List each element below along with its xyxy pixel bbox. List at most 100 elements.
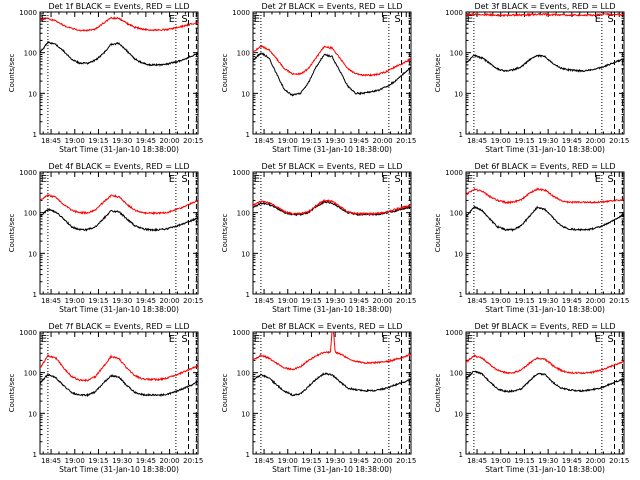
y-tick-label: 1000 xyxy=(445,329,463,337)
y-tick-label: 1 xyxy=(33,451,37,459)
plot-frame xyxy=(252,331,412,455)
series-line-lld xyxy=(253,198,411,216)
x-tick-label: 20:15 xyxy=(609,297,629,305)
x-tick-label: 19:45 xyxy=(136,457,156,465)
x-tick-label: 20:15 xyxy=(396,297,416,305)
marker-label: E xyxy=(467,14,473,25)
panel-det-8: Det 8f BLACK = Events, RED = LLD 1 10 100 10… xyxy=(221,322,416,474)
series-line-events xyxy=(466,370,624,393)
x-tick-label: 19:00 xyxy=(491,137,511,145)
marker-label: E xyxy=(467,334,473,345)
marker-label: S xyxy=(394,334,400,345)
x-axis-label: Start Time (31-Jan-10 18:38:00) xyxy=(272,145,392,154)
y-tick-label: 1000 xyxy=(232,9,250,17)
panel-title: Det 1f BLACK = Events, RED = LLD xyxy=(48,2,189,11)
x-axis-label: Start Time (31-Jan-10 18:38:00) xyxy=(485,145,605,154)
x-tick-label: 20:00 xyxy=(372,297,392,305)
panel-title: Det 7f BLACK = Events, RED = LLD xyxy=(48,322,189,331)
marker-label: S xyxy=(394,14,400,25)
y-axis-label: Counts/sec xyxy=(221,54,229,93)
y-tick-label: 10 xyxy=(454,410,463,418)
panel-title: Det 8f BLACK = Events, RED = LLD xyxy=(261,322,402,331)
x-tick-label: 19:30 xyxy=(538,297,558,305)
plot-frame xyxy=(465,11,625,135)
x-axis-label: Start Time (31-Jan-10 18:38:00) xyxy=(485,305,605,314)
panel-det-4: Det 4f BLACK = Events, RED = LLD 1 10 100 10… xyxy=(8,162,203,314)
x-axis-label: Start Time (31-Jan-10 18:38:00) xyxy=(59,145,179,154)
y-axis-label: Counts/sec xyxy=(221,374,229,413)
plot-frame xyxy=(39,331,199,455)
y-tick-label: 10 xyxy=(454,90,463,98)
x-tick-label: 19:00 xyxy=(278,137,298,145)
series-line-lld xyxy=(253,332,411,371)
x-tick-label: 20:15 xyxy=(609,457,629,465)
x-tick-label: 19:45 xyxy=(349,457,369,465)
marker-label: E xyxy=(169,174,175,185)
marker-label: E xyxy=(169,334,175,345)
y-tick-label: 100 xyxy=(237,50,250,58)
marker-label: E xyxy=(595,334,601,345)
series-line-events xyxy=(466,54,624,73)
x-tick-label: 18:45 xyxy=(467,137,487,145)
panel-det-2: Det 2f BLACK = Events, RED = LLD 1 10 100 10… xyxy=(221,2,416,154)
x-tick-label: 20:00 xyxy=(585,137,605,145)
y-tick-label: 1000 xyxy=(19,9,37,17)
y-axis-label: Counts/sec xyxy=(8,374,16,413)
y-tick-label: 1 xyxy=(33,131,37,139)
x-tick-label: 19:15 xyxy=(514,297,534,305)
y-tick-label: 10 xyxy=(241,250,250,258)
x-tick-label: 19:00 xyxy=(65,297,85,305)
x-tick-label: 19:15 xyxy=(88,457,108,465)
x-tick-label: 20:00 xyxy=(159,457,179,465)
x-tick-label: 19:30 xyxy=(325,297,345,305)
series-line-lld xyxy=(466,354,624,375)
panel-det-7: Det 7f BLACK = Events, RED = LLD 1 10 100 10… xyxy=(8,322,203,474)
x-tick-label: 18:45 xyxy=(41,297,61,305)
x-tick-label: 20:00 xyxy=(585,297,605,305)
y-tick-label: 1 xyxy=(459,451,463,459)
marker-label: E xyxy=(41,334,47,345)
x-tick-label: 19:15 xyxy=(301,137,321,145)
x-tick-label: 19:30 xyxy=(325,137,345,145)
y-tick-label: 10 xyxy=(241,410,250,418)
y-tick-label: 1 xyxy=(459,131,463,139)
x-axis-label: Start Time (31-Jan-10 18:38:00) xyxy=(485,465,605,474)
y-tick-label: 100 xyxy=(450,370,463,378)
panel-title: Det 6f BLACK = Events, RED = LLD xyxy=(474,162,615,171)
x-tick-label: 20:00 xyxy=(585,457,605,465)
x-axis-label: Start Time (31-Jan-10 18:38:00) xyxy=(272,465,392,474)
x-tick-label: 19:45 xyxy=(349,297,369,305)
panel-title: Det 5f BLACK = Events, RED = LLD xyxy=(261,162,402,171)
panel-det-6: Det 6f BLACK = Events, RED = LLD 1 10 100 10… xyxy=(434,162,629,314)
series-line-events xyxy=(253,200,411,217)
x-axis-label: Start Time (31-Jan-10 18:38:00) xyxy=(59,305,179,314)
plot-frame xyxy=(465,171,625,295)
series-line-lld xyxy=(466,186,624,205)
x-tick-label: 18:45 xyxy=(467,457,487,465)
panel-title: Det 4f BLACK = Events, RED = LLD xyxy=(48,162,189,171)
x-tick-label: 20:00 xyxy=(159,137,179,145)
y-tick-label: 100 xyxy=(24,50,37,58)
x-tick-label: 19:15 xyxy=(301,297,321,305)
x-tick-label: 19:15 xyxy=(514,457,534,465)
panel-title: Det 9f BLACK = Events, RED = LLD xyxy=(474,322,615,331)
marker-label: E xyxy=(595,174,601,185)
y-tick-label: 1000 xyxy=(232,169,250,177)
y-tick-label: 1000 xyxy=(19,169,37,177)
series-line-lld xyxy=(40,194,198,216)
x-tick-label: 18:45 xyxy=(467,297,487,305)
x-tick-label: 19:30 xyxy=(325,457,345,465)
y-tick-label: 100 xyxy=(450,210,463,218)
marker-label: S xyxy=(181,174,187,185)
y-axis-label: Counts/sec xyxy=(8,54,16,93)
x-tick-label: 20:15 xyxy=(609,137,629,145)
y-tick-label: 10 xyxy=(454,250,463,258)
y-tick-label: 1000 xyxy=(445,9,463,17)
x-tick-label: 20:15 xyxy=(183,137,203,145)
series-line-lld xyxy=(253,45,411,77)
y-tick-label: 10 xyxy=(28,90,37,98)
y-tick-label: 10 xyxy=(28,250,37,258)
y-tick-label: 1000 xyxy=(19,329,37,337)
series-line-lld xyxy=(466,12,624,18)
x-tick-label: 19:30 xyxy=(538,457,558,465)
